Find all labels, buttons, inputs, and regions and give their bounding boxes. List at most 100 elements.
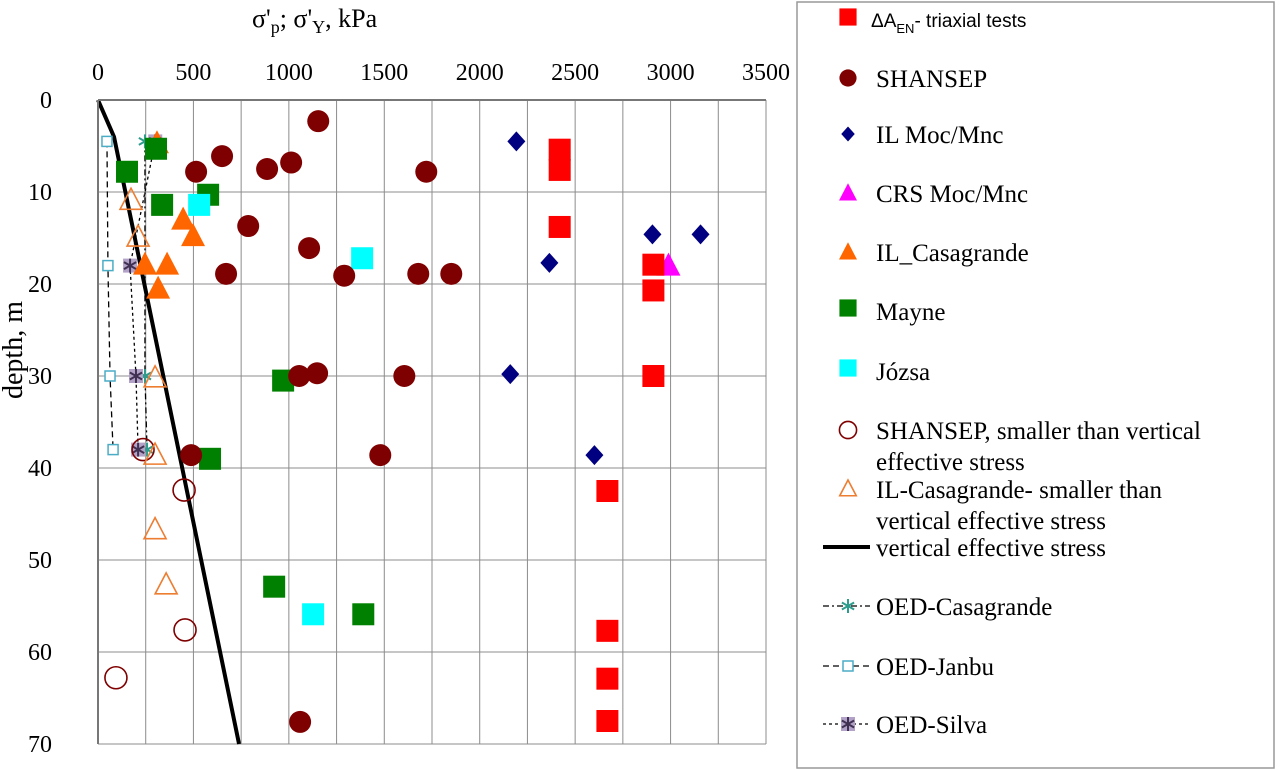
x-tick-label: 3000: [647, 60, 695, 86]
legend-label: OED-Janbu: [876, 654, 995, 681]
legend-marker: [839, 242, 857, 260]
legend-label-line2: vertical effective stress: [876, 508, 1106, 535]
legend-marker: [841, 599, 855, 613]
data-point: [118, 186, 144, 211]
x-tick-label: 1500: [360, 60, 408, 86]
data-point: [237, 215, 260, 238]
y-axis-title: depth, m: [0, 301, 29, 399]
data-point: [215, 262, 238, 285]
data-point: [263, 575, 286, 598]
vertical-effective-stress-line: [96, 99, 242, 745]
series-connector-line: [129, 141, 156, 450]
legend-item: OED-Silva: [823, 712, 987, 739]
legend-item: IL-Casagrande- smaller than vertical effe…: [838, 477, 1162, 535]
legend-item: Mayne: [839, 299, 945, 326]
legend-label-line2: effective stress: [876, 449, 1025, 476]
data-point: [211, 145, 234, 168]
data-point: [333, 264, 356, 287]
data-point: [596, 480, 619, 502]
legend-marker: [838, 478, 858, 497]
data-point: [151, 193, 174, 216]
legend-label: ΔAEN- triaxial tests: [871, 11, 1026, 36]
data-point: [298, 237, 321, 260]
legend-label: IL_Casagrande: [876, 240, 1029, 267]
data-point: [407, 262, 430, 285]
data-point: [123, 258, 138, 273]
data-point: [642, 253, 665, 276]
data-point: [306, 362, 329, 385]
data-point: [171, 206, 196, 230]
data-point: [107, 443, 119, 456]
legend-item: IL_Casagrande: [839, 240, 1029, 267]
legend-item: SHANSEP: [839, 66, 987, 93]
marker-stroke: [841, 719, 855, 729]
data-point: [642, 279, 665, 302]
legend-marker: [839, 299, 857, 317]
data-point: [548, 215, 571, 238]
y-tick-label: 50: [28, 548, 52, 574]
data-point: [642, 365, 665, 387]
data-point: [507, 131, 526, 152]
data-point: [104, 665, 128, 690]
legend-box: [796, 1, 1275, 769]
data-point: [125, 223, 151, 247]
x-axis-title: σ'p; σ'Y, kPa: [252, 4, 378, 37]
data-point: [501, 364, 520, 385]
data-point: [180, 444, 203, 467]
series-layer: [96, 99, 710, 745]
data-point: [173, 618, 197, 642]
series-shansep-smaller-than-vertical-effective-stress: [104, 437, 197, 690]
legend-marker: [839, 8, 857, 26]
data-point: [199, 447, 222, 470]
legend-marker: [839, 69, 857, 87]
legend-item: ΔAEN- triaxial tests: [839, 8, 1026, 36]
data-point: [185, 160, 208, 183]
data-point: [289, 710, 312, 733]
data-point: [691, 224, 710, 245]
data-point: [131, 437, 155, 462]
y-tick-label: 30: [28, 364, 52, 390]
legend-item: SHANSEP, smaller than vertical effective …: [838, 418, 1201, 476]
y-tick-label: 20: [28, 272, 52, 298]
legend-label: OED-Silva: [876, 712, 987, 739]
legend-label: OED-Casagrande: [876, 594, 1052, 621]
series-il-casagrande: [132, 130, 206, 299]
series-il-casagrande-smaller-than-vertical-effective-stress: [118, 186, 179, 595]
legend-item: Józsa: [839, 359, 930, 386]
legend-item: OED-Casagrande: [823, 594, 1052, 621]
legend-marker: [841, 126, 855, 142]
data-point: [181, 223, 206, 247]
data-point: [155, 251, 180, 275]
data-point: [116, 160, 139, 183]
data-point: [145, 137, 168, 160]
legend: ΔAEN- triaxial tests SHANSEP IL Moc/Mnc CRS…: [823, 8, 1201, 739]
y-tick-label: 10: [28, 180, 52, 206]
y-tick-label: 40: [28, 456, 52, 482]
x-tick-label: 0: [92, 60, 104, 86]
legend-label-line1: IL-Casagrande- smaller than: [876, 477, 1162, 504]
legend-marker: [842, 660, 854, 672]
series-mayne: [116, 137, 375, 626]
x-tick-label: 500: [175, 60, 211, 86]
data-point: [415, 160, 438, 183]
legend-item: vertical effective stress: [823, 535, 1106, 562]
series-connector-line: [106, 141, 114, 450]
legend-label: SHANSEP: [876, 66, 987, 93]
data-point: [172, 478, 196, 502]
data-point: [596, 710, 619, 732]
x-tick-label: 1000: [265, 60, 313, 86]
legend-item: OED-Janbu: [823, 654, 995, 681]
data-point: [643, 224, 662, 245]
y-tick-label: 0: [40, 88, 52, 114]
legend-marker: [841, 717, 855, 731]
data-point: [142, 364, 168, 388]
data-point: [596, 619, 619, 642]
legend-item: IL Moc/Mnc: [841, 122, 1004, 149]
axes: 0 500 1000 1500 2000 2500 3000 3500 0 10 20 30 40 50 6…: [28, 60, 790, 758]
data-point: [548, 158, 571, 181]
data-point: [131, 442, 146, 457]
data-point: [102, 259, 114, 272]
data-point: [596, 667, 619, 690]
data-point: [351, 247, 374, 270]
series-j-zsa: [188, 193, 374, 626]
